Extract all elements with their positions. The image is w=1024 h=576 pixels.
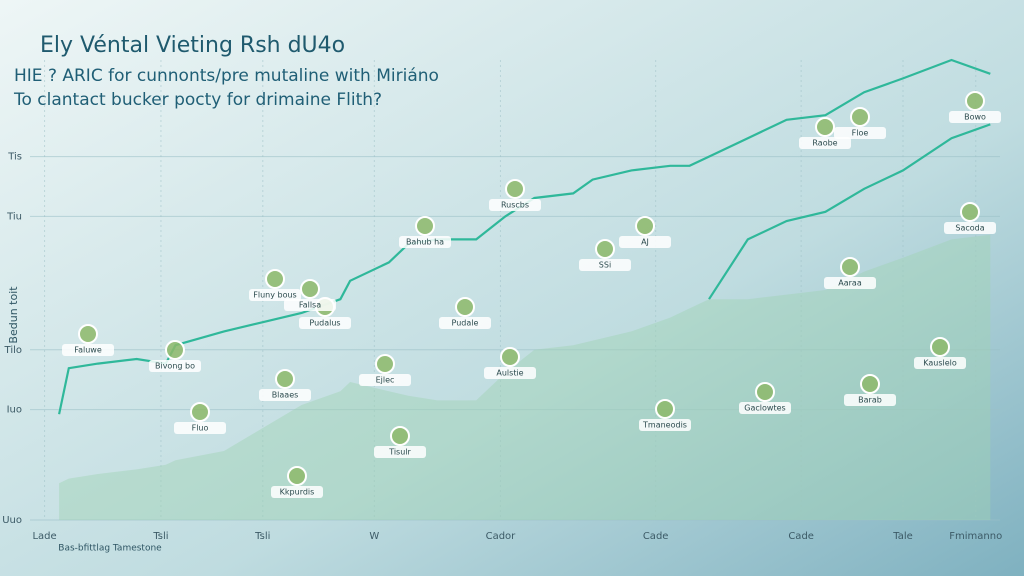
annotation-icon (78, 324, 98, 344)
y-tick-label: Iuo (7, 405, 22, 416)
annotation-icon (375, 354, 395, 374)
annotation: Tisulr (388, 448, 411, 457)
annotation: AJ (641, 238, 649, 247)
subtitle: To clantact bucker pocty for drimaine Fl… (13, 90, 382, 110)
annotation-icon (505, 179, 525, 199)
annotation-box (271, 486, 323, 498)
y-tick-label: Tilo (4, 345, 22, 356)
annotation-icon (165, 340, 185, 360)
annotation-box (799, 137, 851, 149)
annotation-icon (190, 402, 210, 422)
annotation-box (374, 446, 426, 458)
annotation-box (579, 259, 631, 271)
x-tick-label: Cador (486, 531, 517, 542)
annotation-box (149, 360, 201, 372)
y-tick-label: Uuo (2, 515, 22, 526)
x-tick-label: Cade (643, 531, 669, 542)
annotation-icon (930, 337, 950, 357)
annotation-box (739, 402, 791, 414)
subtitle: HIE ? ARIC for cunnonts/pre mutaline wit… (14, 66, 439, 86)
annotation-icon (815, 117, 835, 137)
annotation: Pudalus (309, 319, 340, 328)
annotation: Ruscbs (501, 201, 529, 210)
annotation-icon (275, 369, 295, 389)
annotation: Floe (852, 129, 869, 138)
annotation-icon (455, 297, 475, 317)
annotation-box (284, 299, 336, 311)
annotation-icon (500, 347, 520, 367)
x-axis-label: Bas-bfittlag Tamestone (58, 544, 162, 554)
annotation-box (944, 222, 996, 234)
annotation-box (399, 236, 451, 248)
annotation: Aaraa (838, 279, 862, 288)
x-tick-label: Cade (788, 531, 814, 542)
annotation: Bahub ha (406, 238, 444, 247)
annotation-box (824, 277, 876, 289)
annotation: Fluny bous (253, 291, 296, 300)
annotation: Sacoda (955, 224, 984, 233)
y-axis-label: Bedun toit (7, 286, 20, 344)
x-tick-label: Tsli (152, 531, 168, 542)
annotation-box (439, 317, 491, 329)
x-tick-label: Fmimanno (949, 531, 1002, 542)
annotation-box (359, 374, 411, 386)
annotation: Fluo (192, 424, 209, 433)
annotation-box (619, 236, 671, 248)
annotation-box (639, 419, 691, 431)
x-tick-label: Tale (892, 531, 913, 542)
x-tick-label: W (369, 531, 379, 542)
y-tick-label: Tiu (6, 211, 22, 222)
annotation-box (914, 357, 966, 369)
annotation-icon (390, 426, 410, 446)
annotation: Bivong bo (155, 362, 195, 371)
annotation-box (844, 394, 896, 406)
annotation: Kkpurdis (280, 488, 315, 497)
annotation: Barab (858, 396, 882, 405)
annotation-icon (635, 216, 655, 236)
annotation: Bowo (964, 113, 986, 122)
x-tick-label: Tsli (254, 531, 270, 542)
annotation-icon (265, 269, 285, 289)
annotation-icon (860, 374, 880, 394)
annotation-box (174, 422, 226, 434)
annotation-icon (655, 399, 675, 419)
y-tick-label: Tis (7, 152, 22, 163)
x-tick-label: Lade (32, 531, 56, 542)
annotation: Kauslelo (923, 359, 957, 368)
line (708, 123, 991, 300)
annotation: Faluwe (74, 346, 102, 355)
annotation-icon (415, 216, 435, 236)
annotation-icon (300, 279, 320, 299)
annotation: Tmaneodis (642, 421, 687, 430)
annotation-icon (287, 466, 307, 486)
annotation-box (834, 127, 886, 139)
annotation-box (299, 317, 351, 329)
annotation-icon (965, 91, 985, 111)
annotation-icon (595, 239, 615, 259)
annotation: Pudale (452, 319, 479, 328)
annotation-box (62, 344, 114, 356)
annotation-icon (755, 382, 775, 402)
annotation: Ejlec (376, 376, 395, 385)
chart-title: Ely Véntal Vieting Rsh dU4o (40, 33, 345, 58)
annotation-box (489, 199, 541, 211)
annotation-icon (850, 107, 870, 127)
annotation-box (949, 111, 1001, 123)
annotation-icon (840, 257, 860, 277)
annotation-icon (960, 202, 980, 222)
annotation: Fallsa (299, 301, 321, 310)
annotation-box (249, 289, 301, 301)
annotation: Aulstie (496, 369, 523, 378)
annotation: Gaclowtes (744, 404, 785, 413)
annotation: Raobe (812, 139, 837, 148)
annotation: SSi (599, 261, 611, 270)
annotation-box (484, 367, 536, 379)
annotation-box (259, 389, 311, 401)
annotation: Blaaes (272, 391, 299, 400)
